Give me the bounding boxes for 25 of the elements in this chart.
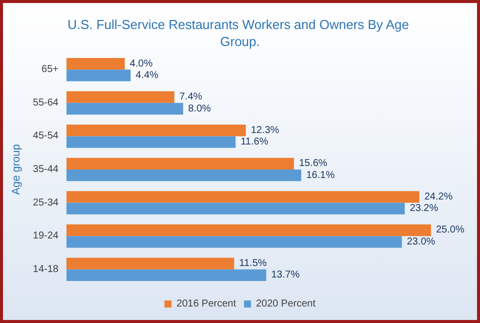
data-label: 12.3% [250, 124, 280, 136]
y-tick-label: 45-54 [32, 130, 59, 142]
y-tick-label: 25-34 [32, 197, 59, 208]
y-tick-label: 35-44 [32, 164, 59, 175]
chart-title: U.S. Full-Service Restaurants Workers and Owners By Age Group. [67, 17, 413, 49]
y-axis-title: Age group [10, 144, 22, 195]
data-label: 13.7% [271, 270, 300, 281]
y-tick-label: 14-18 [32, 264, 59, 275]
data-label: 11.5% [239, 258, 267, 270]
data-label: 11.6% [240, 136, 268, 148]
data-label: 15.6% [298, 158, 328, 170]
data-label: 7.4% [179, 92, 202, 103]
data-label: 8.0% [188, 103, 212, 114]
data-label: 16.1% [306, 170, 335, 181]
data-label: 25.0% [436, 224, 464, 236]
y-tick-label: 65+ [42, 64, 59, 76]
data-label: 23.2% [410, 203, 438, 214]
data-label: 23.0% [406, 236, 436, 248]
y-tick-label: 55-64 [32, 97, 59, 108]
y-tick-label: 19-24 [32, 230, 59, 242]
legend-label: 2020 Percent [256, 298, 316, 310]
data-label: 24.2% [424, 191, 453, 202]
data-label: 4.0% [130, 58, 153, 70]
legend-label: 2016 Percent [176, 298, 236, 310]
data-label: 4.4% [136, 70, 159, 81]
